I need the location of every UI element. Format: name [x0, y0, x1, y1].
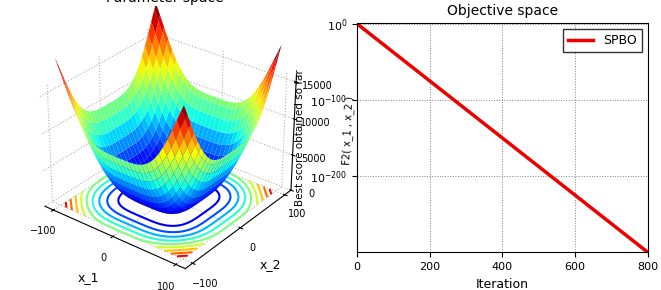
Y-axis label: Best score obtained so far: Best score obtained so far — [295, 69, 305, 206]
Y-axis label: x_2: x_2 — [260, 258, 282, 271]
Legend: SPBO: SPBO — [563, 30, 642, 52]
Title: Objective space: Objective space — [447, 4, 558, 18]
X-axis label: x_1: x_1 — [78, 271, 99, 284]
X-axis label: Iteration: Iteration — [476, 278, 529, 290]
Title: Parameter space: Parameter space — [106, 0, 224, 5]
